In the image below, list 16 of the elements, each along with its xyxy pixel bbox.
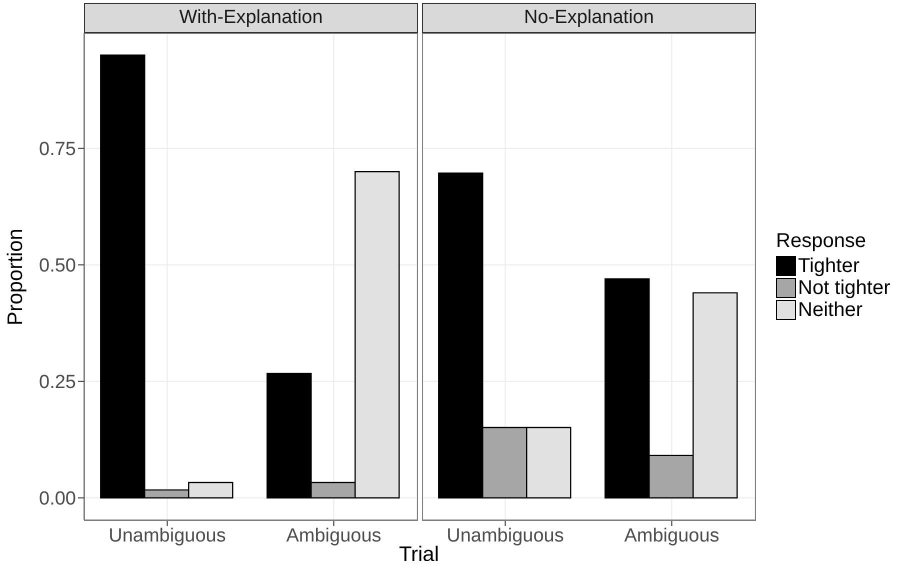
chart-title: No-Explanation	[422, 3, 756, 33]
legend-title: Response	[776, 230, 868, 253]
y-axis-title: Proportion	[4, 228, 28, 325]
legend-label: Tighter	[798, 254, 860, 278]
x-axis-title: Trial	[398, 543, 440, 563]
y-tick-label: 0.25	[39, 372, 76, 394]
x-tick-label: Unambiguous	[446, 525, 564, 546]
y-tick-label: 0.00	[39, 488, 76, 510]
x-tick-label: Ambiguous	[286, 525, 382, 546]
y-tick-label: 0.50	[39, 256, 76, 277]
legend-label: Not tighter	[798, 276, 890, 300]
y-tick-label: 0.75	[39, 139, 76, 160]
chart-title: With-Explanation	[84, 3, 418, 33]
legend-label: Neither	[798, 298, 862, 322]
x-tick-label: Ambiguous	[624, 525, 720, 546]
x-tick-label: Unambiguous	[108, 525, 226, 546]
